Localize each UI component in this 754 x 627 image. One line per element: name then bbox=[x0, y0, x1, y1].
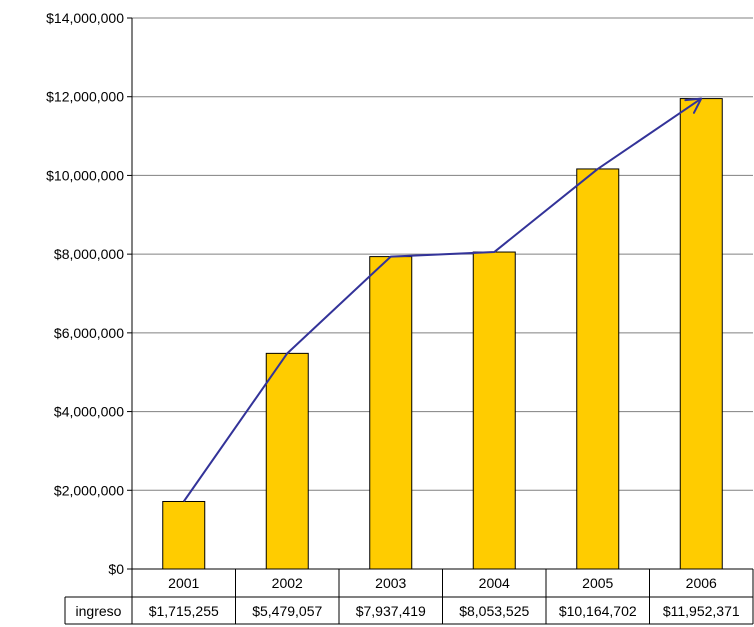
data-table: 2001 $1,715,255 2002 $5,479,057 2003 $7,937,4… bbox=[64, 568, 754, 625]
table-value: $5,479,057 bbox=[252, 603, 322, 619]
x-category-label: 2002 bbox=[272, 575, 303, 591]
bar bbox=[162, 500, 206, 570]
bar bbox=[369, 256, 413, 570]
y-tick-label: $8,000,000 bbox=[54, 246, 124, 262]
bar bbox=[472, 251, 516, 570]
table-value: $8,053,525 bbox=[459, 603, 529, 619]
y-tick-label: $12,000,000 bbox=[46, 89, 124, 105]
bars bbox=[162, 98, 723, 570]
y-tick-label: $0 bbox=[108, 561, 124, 577]
trend-line bbox=[182, 97, 702, 503]
y-tick-label: $2,000,000 bbox=[54, 482, 124, 498]
x-category-label: 2006 bbox=[686, 575, 717, 591]
y-tick-label: $6,000,000 bbox=[54, 325, 124, 341]
table-value: $7,937,419 bbox=[356, 603, 426, 619]
gridlines bbox=[132, 17, 753, 491]
table-value: $1,715,255 bbox=[149, 603, 219, 619]
y-tick-label: $10,000,000 bbox=[46, 167, 124, 183]
y-tick-label: $4,000,000 bbox=[54, 404, 124, 420]
trend-arrowhead bbox=[684, 97, 703, 114]
y-axis: $0 $2,000,000 $4,000,000 $6,000,000 $8,000,0… bbox=[46, 10, 133, 577]
x-category-label: 2001 bbox=[168, 575, 199, 591]
bar bbox=[576, 168, 620, 570]
bar bbox=[265, 352, 309, 570]
x-category-label: 2005 bbox=[582, 575, 613, 591]
x-category-label: 2004 bbox=[479, 575, 510, 591]
table-value: $10,164,702 bbox=[559, 603, 637, 619]
bar bbox=[679, 98, 723, 570]
series-name: ingreso bbox=[76, 603, 122, 619]
table-value: $11,952,371 bbox=[663, 603, 740, 619]
y-tick-label: $14,000,000 bbox=[46, 10, 124, 26]
x-category-label: 2003 bbox=[375, 575, 406, 591]
trend-arrow bbox=[182, 97, 703, 503]
